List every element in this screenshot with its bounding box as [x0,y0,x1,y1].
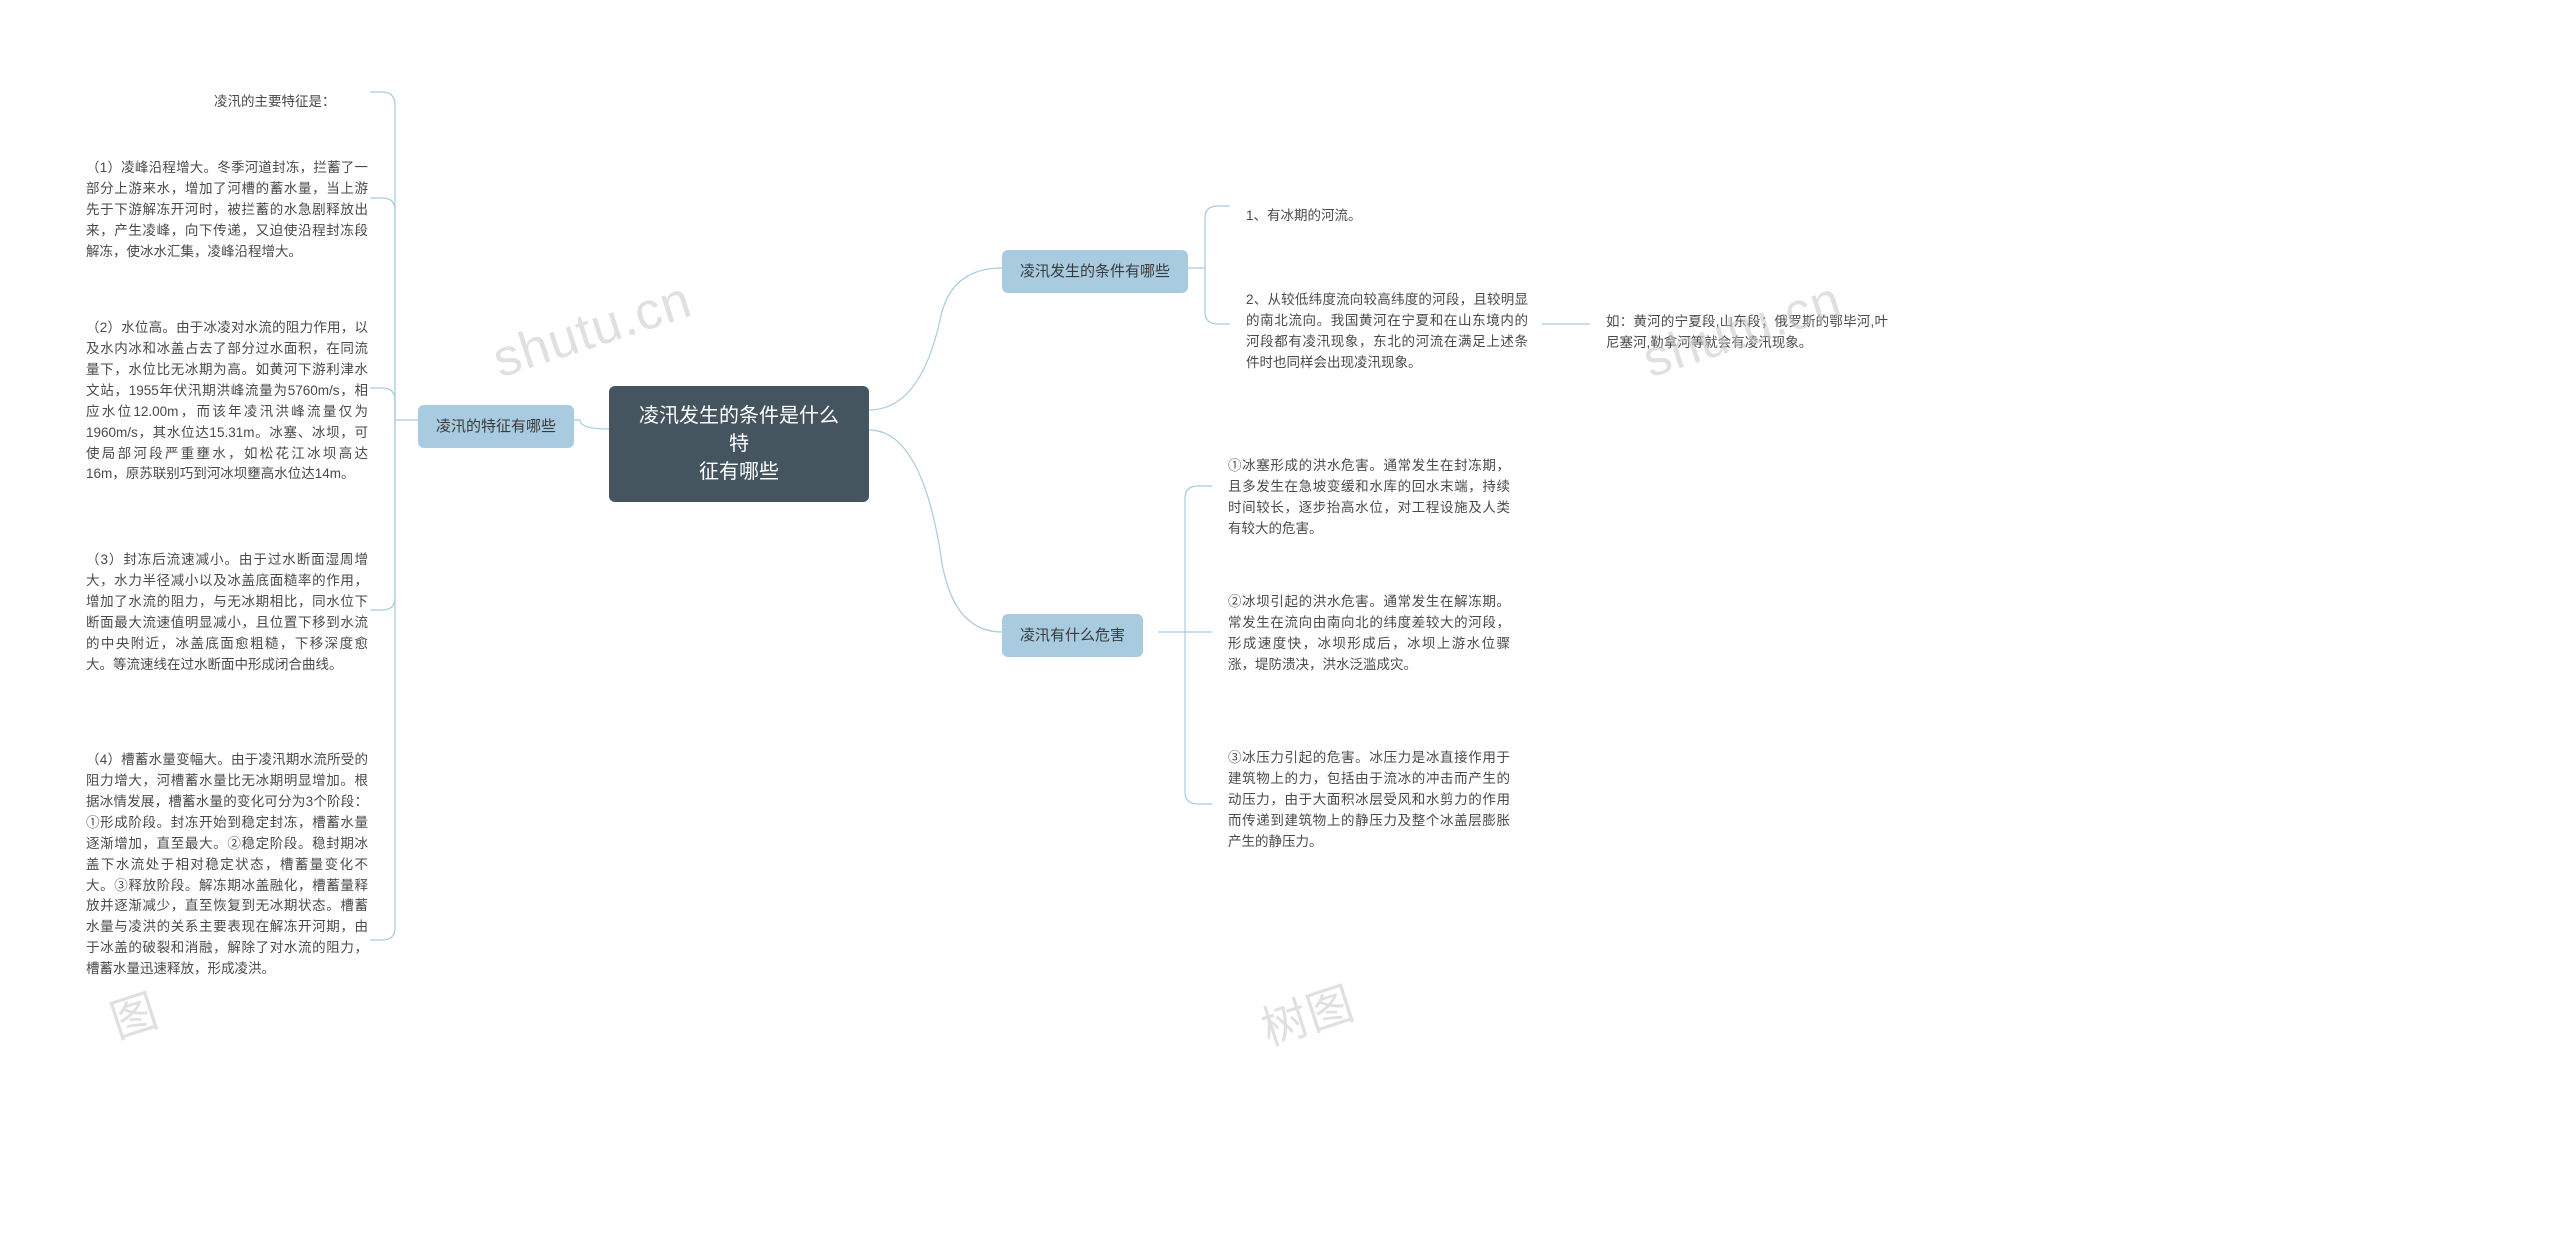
left-leaf-3[interactable]: （3）封冻后流速减小。由于过水断面湿周增大，水力半径减小以及冰盖底面糙率的作用，… [72,540,382,686]
watermark-0: shutu.cn [486,270,699,390]
root-node[interactable]: 凌汛发生的条件是什么 特 征有哪些 [609,386,869,502]
right-bottom-sub-label: 凌汛有什么危害 [1020,627,1125,644]
left-sub-label: 凌汛的特征有哪些 [436,418,556,435]
left-sub[interactable]: 凌汛的特征有哪些 [418,405,574,448]
right-bottom-leaf-2[interactable]: ③冰压力引起的危害。冰压力是冰直接作用于建筑物上的力，包括由于流冰的冲击而产生的… [1214,738,1524,863]
right-top-extra[interactable]: 如：黄河的宁夏段,山东段；俄罗斯的鄂毕河,叶尼塞河,勒拿河等就会有凌汛现象。 [1592,302,1902,364]
left-leaf-1[interactable]: （1）凌峰沿程增大。冬季河道封冻，拦蓄了一部分上游来水，增加了河槽的蓄水量，当上… [72,148,382,273]
left-leaf-0[interactable]: 凌汛的主要特征是： [200,82,350,123]
right-bottom-leaf-0[interactable]: ①冰塞形成的洪水危害。通常发生在封冻期，且多发生在急坡变缓和水库的回水末端，持续… [1214,446,1524,550]
watermark-3: 树图 [1252,967,1362,1059]
right-top-sub[interactable]: 凌汛发生的条件有哪些 [1002,250,1188,293]
root-line2: 征有哪些 [699,461,779,483]
left-leaf-2[interactable]: （2）水位高。由于冰凌对水流的阻力作用，以及水内冰和冰盖占去了部分过水面积，在同… [72,308,382,495]
right-top-sub-label: 凌汛发生的条件有哪些 [1020,263,1170,280]
right-bottom-sub[interactable]: 凌汛有什么危害 [1002,614,1143,657]
right-bottom-leaf-1[interactable]: ②冰坝引起的洪水危害。通常发生在解冻期。常发生在流向由南向北的纬度差较大的河段，… [1214,582,1524,686]
root-line1: 凌汛发生的条件是什么 特 [639,405,839,455]
right-top-leaf-0[interactable]: 1、有冰期的河流。 [1232,196,1376,237]
left-leaf-4[interactable]: （4）槽蓄水量变幅大。由于凌汛期水流所受的阻力增大，河槽蓄水量比无冰期明显增加。… [72,740,382,990]
right-top-leaf-1[interactable]: 2、从较低纬度流向较高纬度的河段，且较明显的南北流向。我国黄河在宁夏和在山东境内… [1232,280,1542,384]
